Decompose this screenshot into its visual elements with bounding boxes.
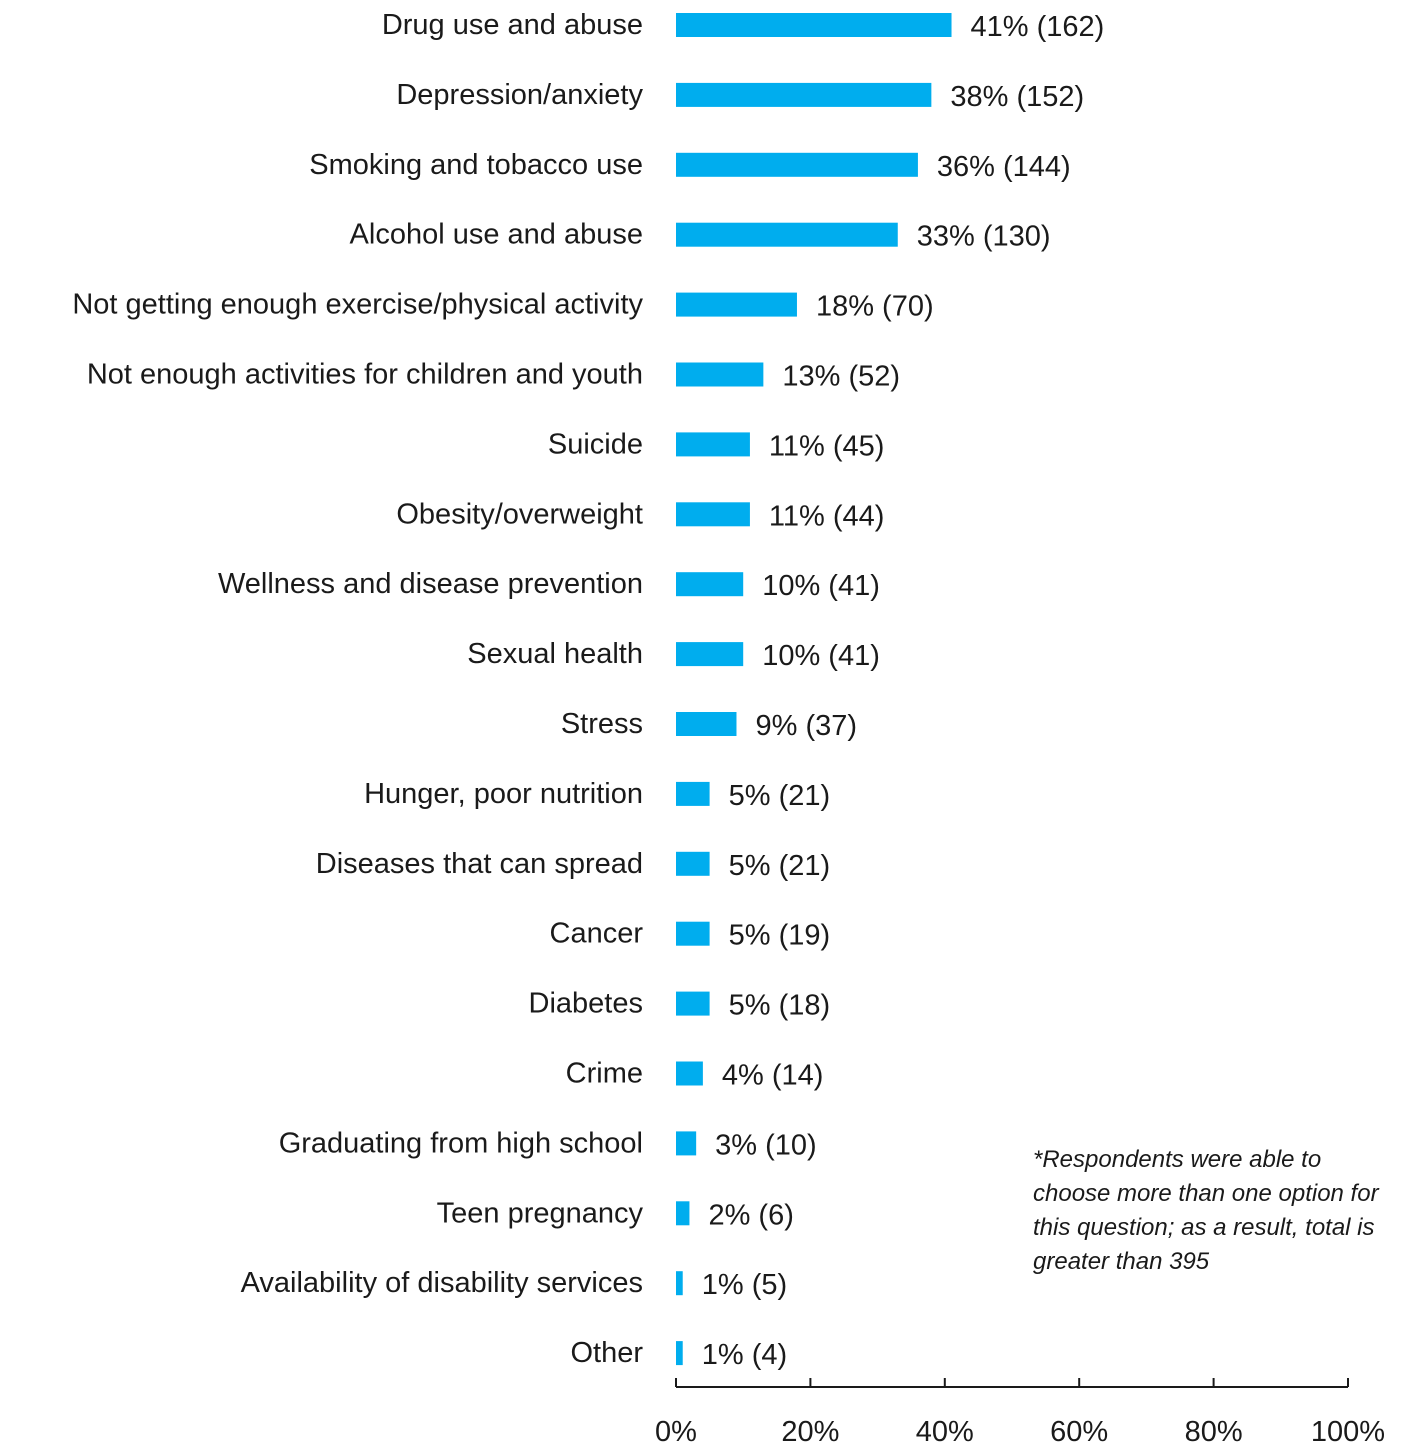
data-label: 4% (14) — [722, 1060, 824, 1092]
category-label: Depression/anxiety — [396, 79, 643, 111]
bar — [676, 572, 744, 597]
bar — [676, 432, 750, 457]
bar — [676, 292, 797, 317]
category-label: Drug use and abuse — [382, 9, 643, 41]
bar — [676, 1271, 683, 1296]
category-label: Sexual health — [467, 638, 643, 670]
bar — [676, 222, 898, 247]
category-label: Stress — [561, 708, 643, 740]
category-label: Availability of disability services — [241, 1267, 643, 1299]
category-label: Diabetes — [529, 988, 643, 1020]
bar — [676, 82, 932, 107]
category-label: Cancer — [550, 918, 644, 950]
category-label: Hunger, poor nutrition — [364, 778, 643, 810]
x-tick-label: 80% — [1185, 1416, 1243, 1447]
category-label: Diseases that can spread — [316, 848, 643, 880]
data-label: 11% (44) — [769, 500, 885, 532]
bar — [676, 1131, 697, 1156]
category-label: Alcohol use and abuse — [350, 219, 643, 251]
data-label: 1% (4) — [702, 1339, 787, 1371]
bar — [676, 152, 918, 177]
x-tick-label: 0% — [655, 1416, 697, 1447]
bar — [676, 13, 952, 37]
bar — [676, 642, 744, 667]
bar — [676, 1201, 690, 1226]
category-label: Graduating from high school — [279, 1127, 643, 1159]
bar — [676, 1341, 683, 1366]
footnote: *Respondents were able to choose more th… — [1033, 1146, 1379, 1275]
bar — [676, 712, 737, 736]
category-label: Wellness and disease prevention — [218, 568, 643, 600]
x-tick-label: 20% — [781, 1416, 839, 1447]
data-label: 2% (6) — [708, 1199, 793, 1231]
bar — [676, 502, 750, 527]
category-label: Other — [570, 1337, 643, 1369]
data-label: 10% (41) — [762, 640, 880, 672]
bar — [676, 991, 710, 1016]
data-label: 36% (144) — [937, 151, 1071, 183]
category-label: Crime — [566, 1058, 643, 1090]
bar — [676, 781, 710, 806]
data-label: 38% (152) — [950, 81, 1084, 113]
data-label: 1% (5) — [702, 1269, 787, 1301]
bars-layer: Drug use and abuse 41% (162) Depression/an… — [72, 9, 1104, 1371]
category-label: Suicide — [548, 428, 643, 460]
data-label: 18% (70) — [816, 291, 934, 323]
bar — [676, 921, 710, 946]
data-label: 5% (21) — [729, 850, 831, 882]
x-axis: 0% 20% 40% 60% 80% 100% — [655, 1378, 1385, 1447]
data-label: 11% (45) — [769, 430, 885, 462]
bar — [676, 1061, 703, 1086]
data-label: 9% (37) — [755, 710, 857, 742]
category-label: Obesity/overweight — [396, 498, 643, 530]
data-label: 5% (19) — [729, 920, 831, 952]
category-label: Teen pregnancy — [437, 1197, 644, 1229]
x-tick-label: 100% — [1311, 1416, 1385, 1447]
data-label: 13% (52) — [782, 361, 900, 393]
data-label: 3% (10) — [715, 1129, 817, 1161]
x-tick-label: 40% — [916, 1416, 974, 1447]
data-label: 10% (41) — [762, 570, 880, 602]
data-label: 5% (21) — [729, 780, 831, 812]
category-label: Not enough activities for children and y… — [87, 359, 643, 391]
data-label: 41% (162) — [971, 11, 1105, 43]
data-label: 5% (18) — [729, 990, 831, 1022]
bar — [676, 851, 710, 876]
category-label: Not getting enough exercise/physical act… — [72, 289, 643, 321]
x-tick-label: 60% — [1050, 1416, 1108, 1447]
data-label: 33% (130) — [917, 221, 1051, 253]
bar — [676, 362, 764, 387]
category-label: Smoking and tobacco use — [309, 149, 643, 181]
